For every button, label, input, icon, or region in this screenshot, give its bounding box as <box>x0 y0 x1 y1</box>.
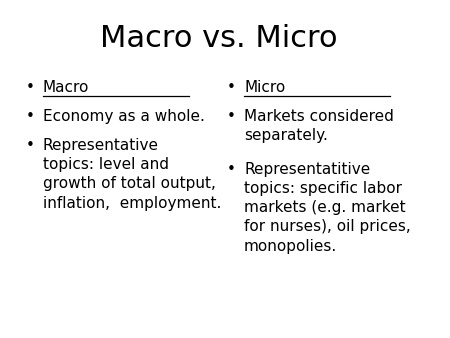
Text: Macro vs. Micro: Macro vs. Micro <box>99 24 337 53</box>
Text: •: • <box>26 80 35 95</box>
Text: Representative
topics: level and
growth of total output,
inflation,  employment.: Representative topics: level and growth … <box>43 138 221 211</box>
Text: Economy as a whole.: Economy as a whole. <box>43 109 205 124</box>
Text: •: • <box>227 109 236 124</box>
Text: Markets considered
separately.: Markets considered separately. <box>244 109 394 143</box>
Text: •: • <box>227 162 236 177</box>
Text: •: • <box>26 138 35 153</box>
Text: Macro: Macro <box>43 80 89 95</box>
Text: •: • <box>227 80 236 95</box>
Text: Micro: Micro <box>244 80 285 95</box>
Text: •: • <box>26 109 35 124</box>
Text: Representatitive
topics: specific labor
markets (e.g. market
for nurses), oil pr: Representatitive topics: specific labor … <box>244 162 411 254</box>
